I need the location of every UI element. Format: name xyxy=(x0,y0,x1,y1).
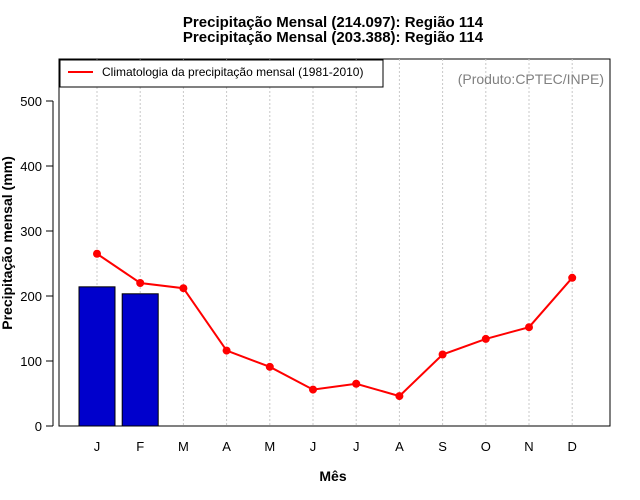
y-axis-label: Precipitação mensal (mm) xyxy=(0,156,15,330)
bars-group xyxy=(78,286,159,427)
climatology-line-group xyxy=(93,249,577,401)
x-tick-label-10: N xyxy=(524,439,533,454)
legend: Climatologia da precipitação mensal (198… xyxy=(59,59,384,88)
y-tick-label-100: 100 xyxy=(20,354,42,369)
y-tick-label-300: 300 xyxy=(20,224,42,239)
climatology-point-1 xyxy=(136,279,145,287)
climatology-point-0 xyxy=(93,249,101,258)
y-tick-label-400: 400 xyxy=(20,159,42,174)
chart-title-1: Precipitação Mensal (214.097): Região 11… xyxy=(183,14,484,31)
x-tick-label-7: A xyxy=(395,439,404,454)
y-tick-label-200: 200 xyxy=(20,289,42,304)
x-tick-label-9: O xyxy=(481,439,491,454)
bar-1 xyxy=(121,293,159,427)
plot-area-frame xyxy=(58,58,611,427)
x-tick-label-1: F xyxy=(136,439,144,454)
climatology-point-5 xyxy=(309,385,317,394)
y-tick-label-0: 0 xyxy=(35,419,42,434)
climatology-point-3 xyxy=(222,346,231,355)
climatology-point-7 xyxy=(395,392,404,401)
x-axis-label: Mês xyxy=(319,468,346,484)
x-tick-label-8: S xyxy=(438,439,447,454)
x-tick-label-6: J xyxy=(353,439,360,454)
x-tick-label-0: J xyxy=(94,439,101,454)
y-tick-label-500: 500 xyxy=(20,94,42,109)
x-tick-label-11: D xyxy=(568,439,577,454)
climatology-point-4 xyxy=(265,362,274,371)
y-axis: 0 100 200 300 400 500 xyxy=(20,94,54,434)
x-tick-label-3: A xyxy=(222,439,231,454)
climatology-point-10 xyxy=(525,323,533,332)
bar-0 xyxy=(78,286,116,427)
climatology-line xyxy=(96,252,573,398)
climatology-point-9 xyxy=(481,334,490,343)
x-tick-label-4: M xyxy=(264,439,275,454)
x-tick-label-5: J xyxy=(310,439,317,454)
legend-box xyxy=(59,59,384,88)
climatology-point-2 xyxy=(179,284,188,293)
grid-lines xyxy=(96,59,573,426)
x-tick-label-2: M xyxy=(178,439,189,454)
climatology-point-11 xyxy=(568,273,577,282)
climatology-point-6 xyxy=(352,379,361,388)
legend-label: Climatologia da precipitação mensal (198… xyxy=(102,65,363,79)
chart-title-2: Precipitação Mensal (203.388): Região 11… xyxy=(183,29,484,46)
product-credit: (Produto:CPTEC/INPE) xyxy=(458,71,604,87)
climatology-point-8 xyxy=(438,350,447,359)
